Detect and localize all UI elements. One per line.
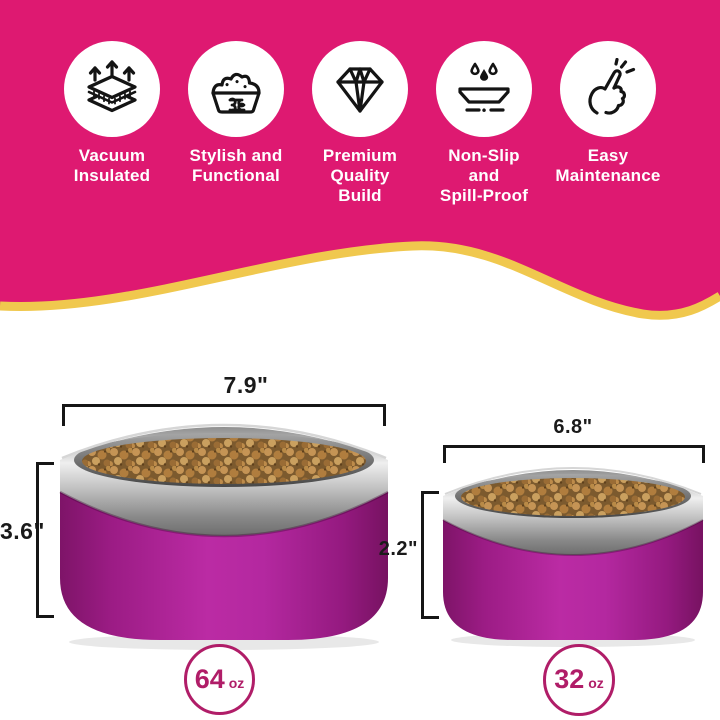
feature-label: Stylish and Functional (189, 146, 283, 185)
water-drops-bowl-icon (458, 62, 510, 112)
feature-label: Easy Maintenance (555, 146, 661, 185)
feature-circle (64, 41, 160, 137)
small-bowl-width-label: 6.8" (553, 416, 593, 438)
feature-easy-maintenance: Easy Maintenance (546, 41, 670, 186)
large-bowl-photo (59, 423, 389, 650)
small-bowl-photo (442, 467, 704, 647)
dog-bowl-food-icon (211, 72, 261, 114)
small-bowl-width-bracket (443, 445, 705, 463)
feature-premium-quality: Premium Quality Build (298, 41, 422, 206)
large-bowl-height-label: 3.6" (0, 518, 45, 544)
feature-label: Vacuum Insulated (73, 146, 151, 185)
small-bowl-capacity-badge: 32 oz (543, 644, 615, 716)
feature-circle (436, 41, 532, 137)
diamond-icon (336, 67, 384, 113)
feature-label: Non-Slip and Spill-Proof (439, 146, 529, 205)
feature-circle (312, 41, 408, 137)
feature-circle (188, 41, 284, 137)
feature-label: Premium Quality Build (322, 146, 398, 205)
vacuum-insulated-icon (87, 60, 137, 113)
capacity-unit: oz (588, 675, 604, 691)
capacity-value: 32 (554, 664, 585, 694)
snap-fingers-icon (588, 58, 636, 115)
feature-vacuum-insulated: Vacuum Insulated (50, 41, 174, 186)
bowls-illustration (59, 423, 704, 650)
large-bowl-height-bracket (36, 462, 54, 618)
pink-wave-background (0, 0, 720, 320)
large-bowl-width-label: 7.9" (223, 372, 269, 398)
large-bowl-capacity-badge: 64 oz (184, 644, 255, 715)
large-bowl-width-bracket (62, 404, 386, 426)
small-bowl-height-bracket (421, 491, 439, 619)
feature-non-slip: Non-Slip and Spill-Proof (422, 41, 546, 206)
capacity-unit: oz (228, 675, 245, 691)
small-bowl-height-label: 2.2" (378, 538, 418, 560)
feature-stylish-functional: Stylish and Functional (174, 41, 298, 186)
feature-circle (560, 41, 656, 137)
gold-wave-line (0, 241, 720, 320)
capacity-value: 64 (194, 664, 225, 694)
